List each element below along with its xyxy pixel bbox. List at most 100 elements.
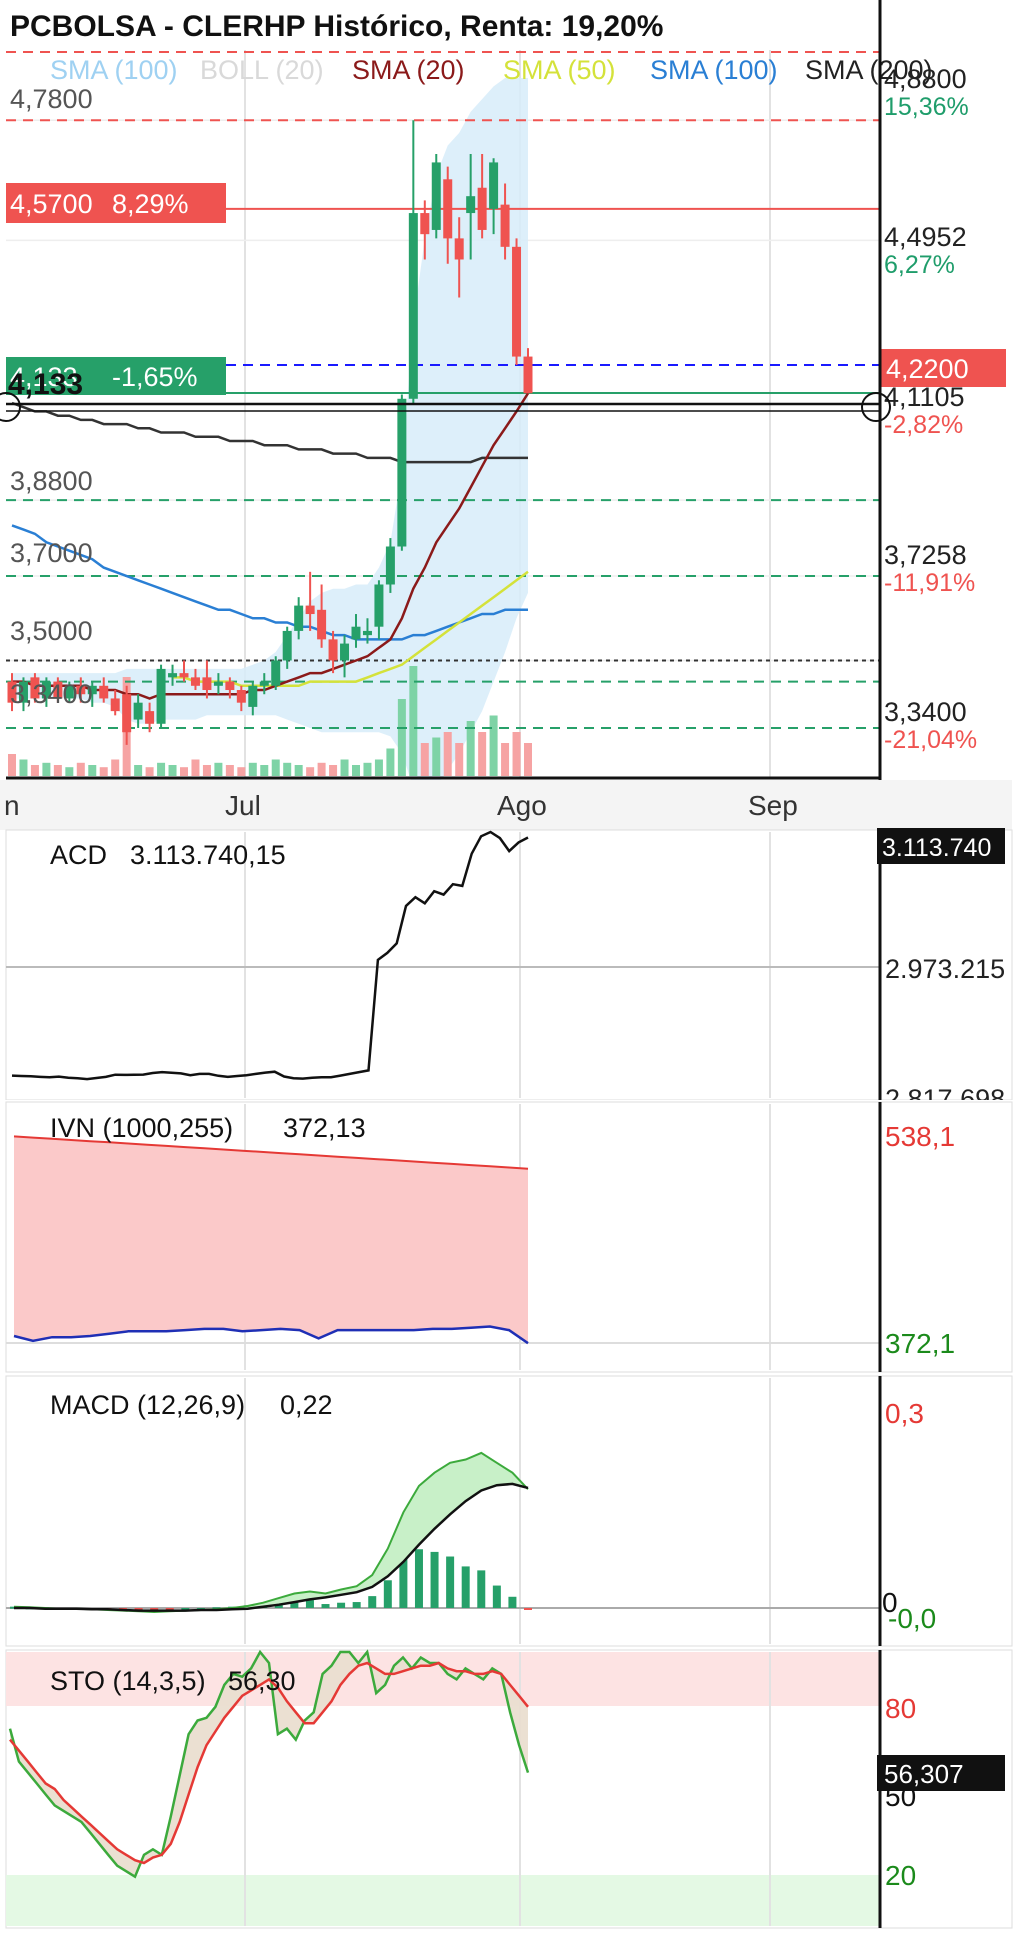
candle-body-10 bbox=[122, 694, 132, 733]
acd-badge: 3.113.740 bbox=[882, 834, 991, 862]
volume-bar-28 bbox=[329, 765, 338, 776]
acd-series-line bbox=[11, 830, 529, 1081]
right-price-label-3: 3,7258 bbox=[884, 540, 967, 570]
candle-body-8 bbox=[99, 685, 109, 699]
macd-fill bbox=[14, 1452, 528, 1612]
volume-bar-1 bbox=[19, 759, 28, 776]
stop-tag[interactable]: 4,5700 8,29% bbox=[6, 183, 226, 223]
candle-body-6 bbox=[76, 685, 86, 695]
macd-panel: MACD (12,26,9) 0,22 0,3 0 -0,0 bbox=[5, 1375, 1013, 1647]
candle-body-5 bbox=[64, 685, 74, 699]
candle-26 bbox=[305, 571, 315, 631]
candle-body-21 bbox=[248, 685, 258, 707]
x-axis-ticks: n Jul Ago Sep bbox=[4, 790, 798, 821]
legend-item-2[interactable]: SMA (20) bbox=[352, 55, 465, 85]
legend-item-4[interactable]: SMA (100) bbox=[650, 55, 778, 85]
candle-body-25 bbox=[294, 605, 304, 631]
candle-body-2 bbox=[30, 677, 40, 699]
volume-bar-24 bbox=[283, 762, 292, 776]
candle-body-17 bbox=[202, 677, 212, 691]
candle-15 bbox=[179, 660, 189, 682]
candle-body-20 bbox=[236, 690, 246, 703]
legend-item-5[interactable]: SMA (200) bbox=[805, 55, 933, 85]
volume-bar-45 bbox=[524, 743, 532, 776]
macd-hist-bar-19 bbox=[305, 1600, 314, 1608]
volume-bar-21 bbox=[248, 762, 257, 776]
indicator-legend[interactable]: SMA (100) BOLL (20) SMA (20) SMA (50) SMA (1… bbox=[50, 55, 933, 85]
candle-8 bbox=[99, 677, 109, 703]
macd-hist-bar-29 bbox=[461, 1566, 470, 1608]
stop-tag-background bbox=[6, 183, 226, 223]
candles bbox=[7, 120, 533, 745]
acd-title: ACD bbox=[50, 840, 107, 870]
acd-badge-background bbox=[877, 828, 1005, 864]
candle-body-44 bbox=[512, 246, 522, 357]
volume-bar-38 bbox=[443, 732, 452, 776]
ivn-panel: IVN (1000,255) 372,13 538,1 372,1 bbox=[0, 1100, 1020, 1374]
right-price-labels: 4,880015,36%4,49526,27%4,1105-2,82%3,725… bbox=[884, 64, 977, 754]
volume-bar-4 bbox=[53, 765, 62, 776]
macd-value: 0,22 bbox=[280, 1390, 333, 1420]
sto-overbought-zone bbox=[6, 1652, 880, 1706]
position-tag-price: 4,133 bbox=[10, 362, 78, 392]
crosshair-handle-left[interactable] bbox=[0, 392, 21, 422]
candle-body-37 bbox=[431, 162, 441, 230]
crosshair-handle-right[interactable] bbox=[861, 392, 891, 422]
sma200-line bbox=[11, 401, 528, 464]
candle-16 bbox=[190, 668, 200, 691]
legend-item-3[interactable]: SMA (50) bbox=[503, 55, 616, 85]
position-tag[interactable]: 4,133 -1,65% bbox=[6, 357, 226, 395]
macd-hist-bar-10 bbox=[165, 1608, 174, 1610]
candle-13 bbox=[156, 664, 166, 728]
macd-hist-bar-31 bbox=[492, 1585, 501, 1608]
candle-42 bbox=[489, 158, 499, 235]
ivn-ma-line bbox=[13, 1135, 529, 1170]
macd-hist-bar-20 bbox=[321, 1604, 330, 1608]
candle-body-12 bbox=[145, 711, 155, 724]
ivn-line bbox=[13, 1325, 529, 1345]
candle-body-30 bbox=[351, 626, 361, 640]
macd-zero-label: 0 bbox=[882, 1587, 898, 1618]
chart-title: PCBOLSA - CLERHP Histórico, Renta: 19,20… bbox=[10, 10, 663, 43]
right-pct-label-1: 6,27% bbox=[884, 251, 955, 279]
candle-body-31 bbox=[362, 630, 372, 636]
candle-21 bbox=[248, 681, 258, 716]
candle-body-38 bbox=[443, 179, 453, 239]
sto-20-label: 20 bbox=[885, 1860, 916, 1891]
volume-bar-43 bbox=[501, 743, 510, 776]
macd-hist-bar-21 bbox=[337, 1602, 346, 1608]
crosshair[interactable]: 4,133 bbox=[0, 368, 891, 422]
candle-22 bbox=[259, 673, 269, 695]
candle-4 bbox=[53, 677, 63, 703]
volume-bar-22 bbox=[260, 765, 269, 776]
volume-bar-30 bbox=[352, 765, 360, 776]
candle-body-11 bbox=[133, 702, 143, 720]
x-tick-1: Jul bbox=[225, 790, 261, 821]
macd-hist-bar-9 bbox=[150, 1608, 159, 1610]
sto-oversold-zone bbox=[6, 1875, 880, 1926]
left-level-label-1: 3,8800 bbox=[10, 466, 93, 496]
candle-6 bbox=[76, 677, 86, 703]
candle-body-18 bbox=[213, 681, 223, 686]
candle-body-7 bbox=[87, 685, 97, 695]
candle-body-15 bbox=[179, 673, 189, 678]
candle-body-24 bbox=[282, 630, 292, 661]
volume-bar-0 bbox=[8, 754, 16, 776]
candle-body-35 bbox=[408, 213, 418, 399]
candle-body-33 bbox=[385, 546, 395, 585]
x-axis-strip: n Jul Ago Sep bbox=[0, 780, 1012, 830]
legend-item-1[interactable]: BOLL (20) bbox=[200, 55, 324, 85]
volume-bar-32 bbox=[374, 759, 383, 776]
macd-top-label: 0,3 bbox=[885, 1398, 924, 1429]
legend-item-0[interactable]: SMA (100) bbox=[50, 55, 178, 85]
right-price-label-0: 4,8800 bbox=[884, 64, 967, 94]
volume-bar-39 bbox=[455, 743, 464, 776]
macd-hist-bar-22 bbox=[352, 1602, 361, 1608]
candle-35 bbox=[408, 120, 418, 403]
bollinger-band bbox=[12, 78, 528, 796]
candle-body-40 bbox=[466, 196, 476, 214]
volume-bar-44 bbox=[512, 732, 521, 776]
macd-hist-bar-25 bbox=[399, 1558, 408, 1608]
volume-bar-2 bbox=[30, 765, 39, 776]
last-price-badge: 4,2200 bbox=[880, 349, 1006, 387]
